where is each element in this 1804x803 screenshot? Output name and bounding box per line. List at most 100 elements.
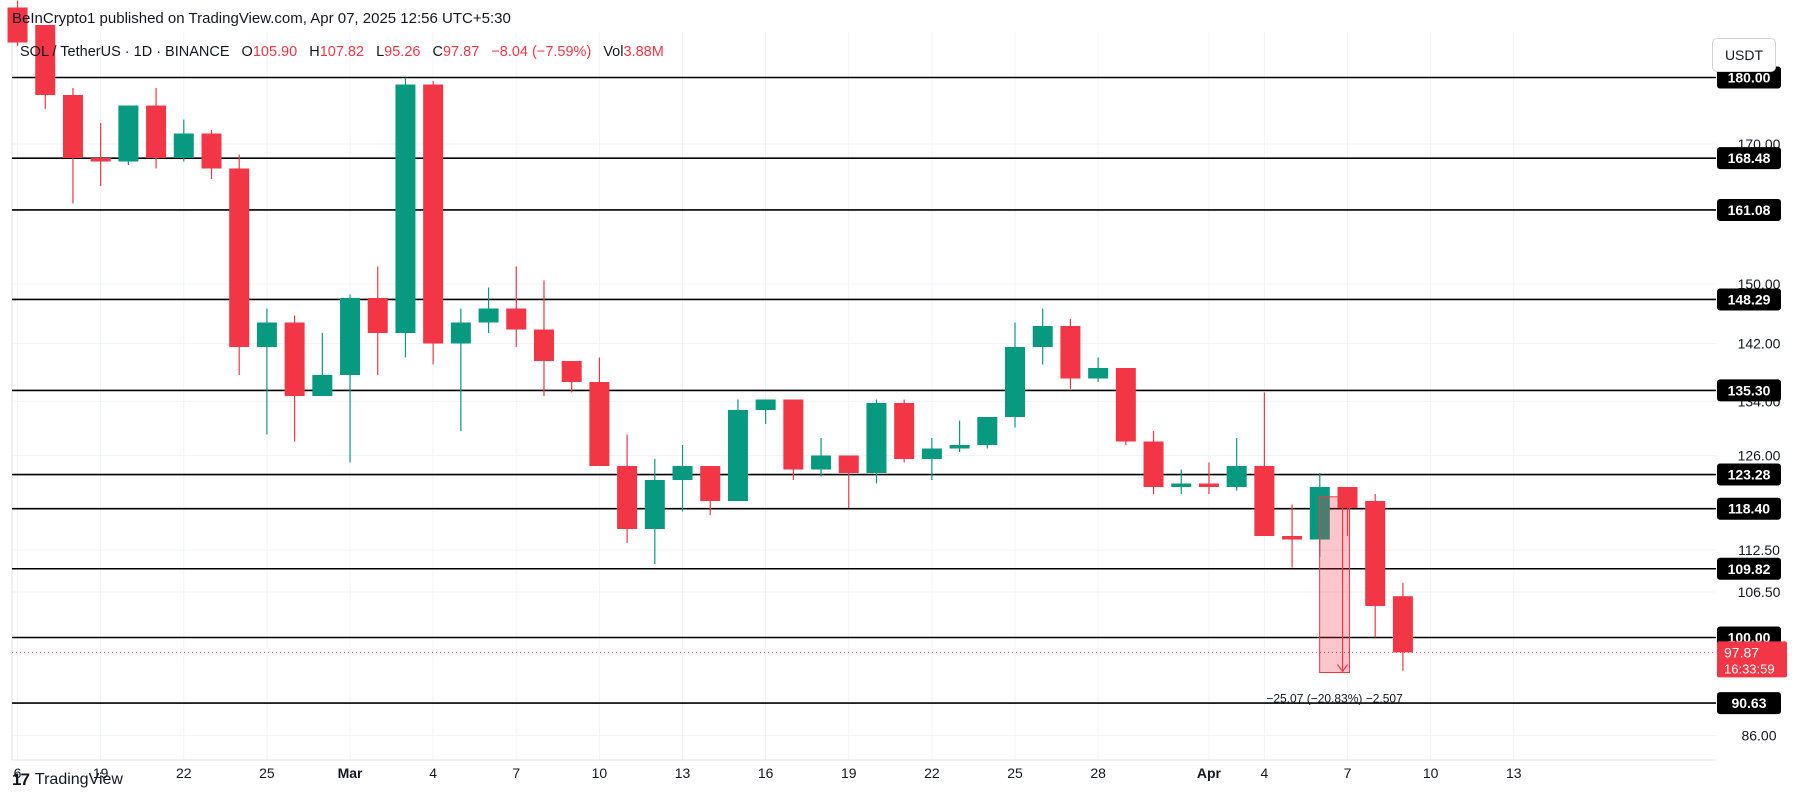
x-tick-label: 28 (1090, 765, 1106, 781)
level-badge (1717, 379, 1781, 402)
candle-body (838, 455, 859, 473)
x-tick-label: 6 (14, 765, 22, 781)
candle (35, 25, 56, 109)
x-tick-label: 16 (758, 765, 774, 781)
last-price-label: 97.87 (1724, 644, 1759, 660)
candle-body (1171, 483, 1192, 487)
measure-label: −25.07 (−20.83%) −2,507 (1266, 692, 1403, 706)
candle (423, 81, 444, 365)
open-value: 105.90 (252, 44, 298, 60)
y-tick-label: 150.00 (1738, 276, 1781, 292)
x-tick-label: 7 (1344, 765, 1352, 781)
candle (90, 123, 111, 186)
candle-body (62, 95, 83, 158)
candle (367, 266, 388, 375)
candle-body (478, 308, 499, 323)
candle (201, 130, 222, 179)
candle (1392, 582, 1413, 671)
candle (921, 438, 942, 480)
candle-body (1226, 466, 1247, 487)
change-value: −8.04 (−7.59%) (491, 44, 592, 60)
candle (1088, 357, 1109, 382)
candle (783, 399, 804, 480)
x-tick-label: 13 (1506, 765, 1522, 781)
level-label: 180.00 (1728, 70, 1771, 86)
level-label: 135.30 (1728, 382, 1771, 398)
candle (1254, 392, 1275, 536)
candle (478, 287, 499, 333)
candle-body (1060, 326, 1081, 379)
candle-body (173, 133, 194, 158)
level-badge (1717, 288, 1781, 311)
level-label: 118.40 (1728, 501, 1770, 517)
candle-body (1282, 536, 1303, 540)
low-value: 95.26 (384, 44, 421, 60)
candle-body (1005, 347, 1026, 417)
y-tick-label: 142.00 (1738, 336, 1781, 352)
level-label: 168.48 (1728, 150, 1771, 166)
x-tick-label: 7 (512, 765, 520, 781)
candle-body (727, 410, 748, 501)
volume-label: Vol (603, 44, 624, 60)
level-label: 148.29 (1728, 291, 1771, 307)
candle (644, 459, 665, 564)
candle-body (340, 298, 361, 375)
candle-body (423, 84, 444, 344)
candle-body (312, 375, 333, 396)
currency-button[interactable]: USDT (1712, 38, 1776, 72)
candle-body (561, 361, 582, 382)
candle (1143, 431, 1164, 494)
x-tick-label: 25 (259, 765, 275, 781)
candle-body (1143, 441, 1164, 487)
candle (1115, 368, 1136, 445)
candle (256, 308, 277, 435)
candle (173, 119, 194, 162)
countdown-label: 16:33:59 (1724, 661, 1775, 676)
price-axis[interactable]: 86.00106.50112.50126.00142.00134.00150.0… (1717, 66, 1787, 744)
y-tick-label: 112.50 (1738, 542, 1780, 558)
x-tick-label: Mar (338, 765, 363, 781)
level-label: 90.63 (1731, 695, 1766, 711)
candle-body (1115, 368, 1136, 442)
candle (755, 399, 776, 424)
candle-body (1392, 596, 1413, 653)
high-label: H (309, 44, 320, 60)
candle-body (783, 399, 804, 470)
low-label: L (376, 44, 385, 60)
candle (395, 77, 416, 358)
candle (284, 315, 305, 442)
candle (340, 294, 361, 463)
level-label: 109.82 (1728, 561, 1771, 577)
candle-body (921, 448, 942, 459)
last-price-badge (1717, 641, 1787, 678)
candle (949, 420, 970, 452)
x-tick-label: 4 (429, 765, 437, 781)
candle-body (1088, 368, 1109, 379)
time-axis[interactable]: 6 19 22 25 Mar 4 7 10 13 16 19 22 25 28 Apr 4 7 10 13 (14, 765, 1522, 781)
candle (1005, 322, 1026, 428)
x-tick-label: 22 (176, 765, 192, 781)
measure-range (1319, 496, 1350, 673)
x-tick-label: 10 (1423, 765, 1439, 781)
candle-body (1365, 501, 1386, 606)
candle (700, 466, 721, 515)
level-badge (1717, 692, 1781, 715)
level-label: 161.08 (1728, 202, 1771, 218)
candle (533, 280, 554, 396)
tradingview-logo-icon: 17 (12, 770, 30, 789)
candle-body (672, 466, 693, 480)
tradingview-brand[interactable]: 17 TradingView (12, 770, 123, 790)
candle-body (1198, 483, 1219, 487)
candle (866, 399, 887, 484)
candle-body (949, 445, 970, 449)
candle-body (977, 417, 998, 445)
close-value: 97.87 (442, 44, 480, 60)
level-badge (1717, 463, 1781, 486)
symbol-label[interactable]: SOL / TetherUS · 1D · BINANCE (20, 44, 230, 60)
candle-body (644, 480, 665, 529)
x-tick-label: 4 (1260, 765, 1268, 781)
x-tick-label: 25 (1007, 765, 1023, 781)
measure-arrow-head (1337, 664, 1349, 673)
level-label: 123.28 (1728, 467, 1771, 483)
